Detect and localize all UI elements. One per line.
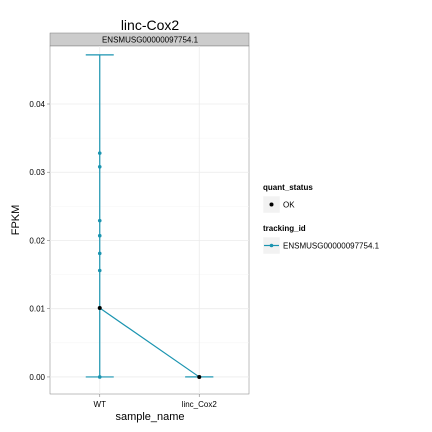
data-point: [97, 306, 102, 311]
y-axis-label: FPKM: [10, 205, 22, 236]
legend-item-label: OK: [283, 201, 295, 210]
replicate-point: [97, 164, 102, 169]
data-point: [197, 374, 202, 379]
y-tick-label: 0.04: [29, 100, 45, 109]
y-tick-labels: 0.00 0.01 0.02 0.03 0.04: [29, 100, 50, 382]
replicate-point: [97, 218, 102, 223]
replicate-point: [97, 375, 102, 379]
x-tick-label: WT: [94, 400, 107, 409]
legend-key-point: [269, 243, 274, 248]
y-tick-label: 0.03: [29, 168, 45, 177]
legend-item-label: ENSMUSG00000097754.1: [283, 242, 380, 251]
replicate-point: [97, 233, 102, 238]
chart-marks: [85, 54, 214, 379]
legend-title: quant_status: [263, 183, 313, 192]
x-tick-labels: WT linc_Cox2: [94, 394, 218, 409]
legend-key-point: [269, 202, 274, 207]
chart-title: linc-Cox2: [121, 17, 180, 33]
replicate-point: [97, 268, 102, 273]
facet-strip-label: ENSMUSG00000097754.1: [102, 36, 199, 45]
replicate-point: [97, 151, 102, 155]
y-tick-label: 0.00: [29, 373, 45, 382]
legend-title: tracking_id: [263, 224, 306, 233]
replicate-point: [97, 251, 102, 256]
x-axis-label: sample_name: [115, 411, 184, 423]
legend: quant_status OK tracking_id ENSMUSG00000097…: [262, 183, 380, 255]
x-tick-label: linc_Cox2: [182, 400, 218, 409]
y-tick-label: 0.01: [29, 305, 45, 314]
series-line: [99, 307, 200, 378]
y-tick-label: 0.02: [29, 236, 45, 245]
